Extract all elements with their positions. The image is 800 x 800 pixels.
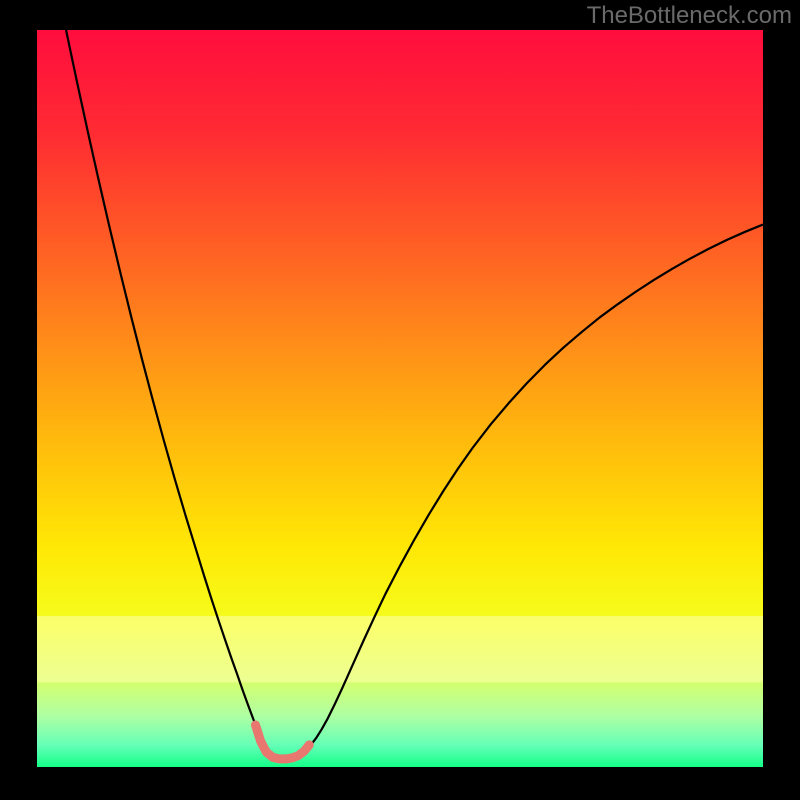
highlight-band (37, 616, 763, 682)
bottleneck-curve-chart (0, 0, 800, 800)
figure-root: TheBottleneck.com (0, 0, 800, 800)
watermark-text: TheBottleneck.com (587, 2, 792, 30)
